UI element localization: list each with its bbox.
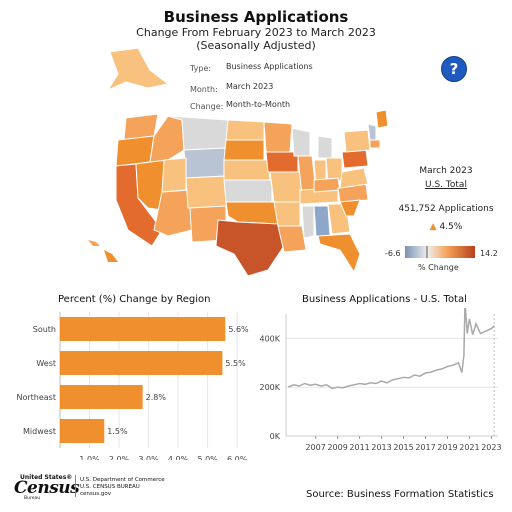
summary-applications: 451,752 Applications	[398, 204, 494, 214]
summary-change: ▲ 4.5%	[380, 222, 512, 232]
legend-min: -6.6	[385, 249, 401, 258]
dept-line-3: census.gov	[80, 491, 111, 497]
month-label: Month:	[190, 85, 218, 94]
dept-line-2: U.S. CENSUS BUREAU	[80, 484, 140, 490]
x-tick-label: 2013	[371, 443, 391, 452]
map-state-kentucky[interactable]	[313, 177, 341, 193]
region-chart-title: Percent (%) Change by Region	[58, 294, 211, 305]
map-state-north-dakota[interactable]	[225, 119, 265, 141]
x-tick-label: 2.0%	[109, 455, 130, 460]
map-state-kansas[interactable]	[223, 179, 273, 203]
bar	[60, 317, 226, 341]
map-state-pennsylvania[interactable]	[341, 149, 369, 169]
summary-month: March 2023	[419, 166, 473, 176]
map-state-hawaii-big[interactable]	[104, 250, 118, 262]
us-choropleth-map[interactable]	[88, 40, 388, 280]
x-tick-label: 2021	[459, 443, 479, 452]
y-tick-label: 400K	[259, 334, 280, 343]
map-state-colorado[interactable]	[185, 175, 229, 209]
bar	[60, 385, 143, 409]
map-state-wyoming[interactable]	[183, 147, 227, 179]
map-state-maine[interactable]	[375, 109, 388, 129]
x-tick-label: 5.0%	[197, 455, 218, 460]
map-state-hawaii[interactable]	[88, 240, 100, 246]
category-label: South	[33, 325, 56, 334]
y-tick-label: 200K	[259, 383, 280, 392]
change-label: Change:	[190, 102, 224, 111]
summary-scope: U.S. Total	[425, 180, 467, 190]
type-label: Type:	[190, 64, 212, 73]
map-state-louisiana[interactable]	[277, 225, 307, 253]
x-tick-label: 2017	[415, 443, 435, 452]
census-logo-bureau: Bureau	[24, 496, 41, 501]
data-label: 5.6%	[228, 325, 249, 334]
change-value[interactable]: Month-to-Month	[226, 100, 291, 109]
map-state-michigan[interactable]	[317, 135, 333, 159]
map-state-minnesota[interactable]	[263, 121, 293, 153]
map-state-oklahoma[interactable]	[225, 201, 279, 225]
map-state-vermont[interactable]	[367, 123, 377, 141]
map-state-oregon[interactable]	[115, 135, 155, 167]
map-state-mississippi[interactable]	[301, 205, 315, 239]
y-tick-label: 0K	[270, 432, 281, 441]
map-state-wisconsin[interactable]	[291, 127, 311, 157]
dept-line-1: U.S. Department of Commerce	[80, 477, 165, 483]
x-tick-label: 2011	[349, 443, 369, 452]
census-logo-top: United States®	[20, 474, 73, 481]
map-state-arizona[interactable]	[153, 189, 193, 237]
x-tick-label: 2019	[437, 443, 457, 452]
map-state-virginia[interactable]	[339, 167, 369, 189]
x-tick-label: 2015	[393, 443, 413, 452]
category-label: Midwest	[23, 427, 56, 436]
legend-label: % Change	[418, 263, 459, 272]
map-state-south-carolina[interactable]	[339, 199, 361, 217]
logo-divider	[75, 475, 76, 497]
map-state-iowa[interactable]	[265, 151, 299, 173]
census-logo: Census	[14, 478, 80, 498]
x-tick-label: 2009	[327, 443, 347, 452]
map-state-massachusetts[interactable]	[369, 139, 381, 149]
map-state-texas[interactable]	[215, 219, 285, 277]
map-state-utah[interactable]	[161, 157, 187, 193]
x-tick-label: 1.0%	[79, 455, 100, 460]
department-text: U.S. Department of Commerce U.S. CENSUS …	[80, 477, 165, 498]
category-label: West	[36, 359, 56, 368]
page-title: Business Applications	[163, 8, 349, 26]
up-triangle-icon: ▲	[429, 222, 437, 232]
source-text: Source: Business Formation Statistics	[306, 489, 494, 500]
legend-max: 14.2	[480, 249, 498, 258]
legend-gradient	[405, 246, 475, 258]
help-icon[interactable]: ?	[441, 56, 467, 82]
month-value[interactable]: March 2023	[226, 82, 274, 91]
type-value[interactable]: Business Applications	[226, 62, 313, 71]
category-label: Northeast	[16, 393, 56, 402]
data-label: 2.8%	[146, 393, 167, 402]
trend-chart-title: Business Applications - U.S. Total	[302, 294, 467, 305]
x-tick-label: 2023	[481, 443, 501, 452]
map-state-nebraska[interactable]	[223, 159, 271, 181]
summary-change-value: 4.5%	[439, 222, 463, 232]
page-subtitle-adjusted: (Seasonally Adjusted)	[196, 39, 316, 52]
x-tick-label: 3.0%	[138, 455, 159, 460]
series-line	[287, 308, 495, 390]
map-state-south-dakota[interactable]	[223, 139, 265, 161]
x-tick-label: 6.0%	[227, 455, 248, 460]
bar	[60, 351, 223, 375]
map-state-alabama[interactable]	[313, 205, 331, 237]
map-state-alaska[interactable]	[106, 47, 170, 92]
x-tick-label: 4.0%	[168, 455, 189, 460]
map-state-new-york[interactable]	[343, 129, 371, 153]
page-subtitle: Change From February 2023 to March 2023	[136, 26, 376, 39]
map-state-florida[interactable]	[317, 233, 361, 274]
map-state-missouri[interactable]	[269, 171, 303, 203]
bar	[60, 419, 105, 443]
region-bar-chart: 1.0% 2.0% 3.0% 4.0% 5.0% 6.0% South 5.6% West 5.5…	[16, 312, 249, 460]
map-state-arkansas[interactable]	[273, 201, 301, 227]
data-label: 1.5%	[107, 427, 128, 436]
x-tick-label: 2007	[305, 443, 325, 452]
data-label: 5.5%	[225, 359, 246, 368]
